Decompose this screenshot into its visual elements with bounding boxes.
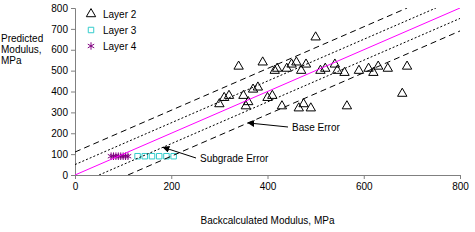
tick: 600 [356,175,373,192]
axis-line [76,176,461,180]
x-axis: 0 200 400 600 800 [73,175,470,192]
tick: 200 [163,175,180,192]
chart: 0 200 400 600 800 0 100 200 300 400 500 600 700 800 La… [0,0,475,232]
annotations: Base Error Subgrade Error [163,122,340,164]
tick: 400 [51,86,75,97]
tick-mark [71,29,75,30]
point [402,61,411,69]
chart-container: 0 200 400 600 800 0 100 200 300 400 500 600 700 800 La… [0,0,475,232]
data-area [75,8,460,175]
legend-label: Layer 2 [103,9,137,20]
tick-label: 0 [62,170,68,181]
tick: 0 [62,170,75,181]
point [253,82,262,90]
point [292,57,301,65]
point [342,101,351,109]
tick-mark [71,50,75,51]
tick-mark [268,175,269,179]
tick-mark [71,71,75,72]
reference-line [75,8,460,175]
tick-label: 100 [51,149,68,160]
point [268,90,277,98]
tick-label: 600 [356,181,373,192]
legend-marker [88,42,94,49]
tick: 400 [260,175,277,192]
tick-label: 400 [51,86,68,97]
annotation-arrow [163,147,196,158]
point [333,65,342,73]
tick: 100 [51,149,75,160]
tick-label: 500 [51,65,68,76]
reference-line [75,8,436,165]
point [234,61,243,69]
tick: 300 [51,107,75,118]
point [224,90,233,98]
point [142,153,147,158]
tick: 500 [51,65,75,76]
reference-line [99,18,460,175]
tick-mark [171,175,172,179]
annotation: Subgrade Error [200,153,269,164]
tick: 600 [51,44,75,55]
tick-mark [71,92,75,93]
tick: 800 [452,175,469,192]
legend-marker [86,9,95,17]
annotation: Base Error [292,122,340,133]
point [135,153,140,158]
tick-label: 200 [51,128,68,139]
tick-mark [364,175,365,179]
point [258,57,267,65]
tick-mark [71,112,75,113]
legend-marker [88,27,93,32]
annotation-arrow [248,123,288,127]
tick: 200 [51,128,75,139]
reference-line [75,8,407,152]
reference-line [128,31,460,175]
legend-label: Layer 4 [103,41,137,52]
point [340,67,349,75]
x-axis-title: Backcalculated Modulus, MPa [201,215,335,226]
point [398,88,407,96]
point [306,103,315,111]
tick: 800 [51,3,75,14]
point [149,153,154,158]
legend: Layer 2 Layer 3 Layer 4 [86,9,136,52]
tick-label: 800 [51,3,68,14]
point [239,90,248,98]
legend-label: Layer 3 [103,25,137,36]
point [299,99,308,107]
tick: 700 [51,24,75,35]
y-axis-title: PredictedModulus,MPa [1,33,43,66]
point [383,63,392,71]
tick-label: 300 [51,107,68,118]
labels: Backcalculated Modulus, MPa PredictedModu… [1,33,335,226]
tick-label: 600 [51,44,68,55]
plot: 0 200 400 600 800 0 100 200 300 400 500 600 700 800 La… [51,3,469,192]
point [321,63,330,71]
tick-label: 800 [452,181,469,192]
point [354,65,363,73]
tick-mark [71,154,75,155]
point [244,97,253,105]
tick-label: 200 [163,181,180,192]
tick-mark [71,8,75,9]
point [311,32,320,40]
tick-label: 700 [51,24,68,35]
tick-mark [71,175,75,176]
tick-mark [460,175,461,179]
tick-mark [71,133,75,134]
point [277,101,286,109]
tick: 0 [73,175,79,192]
y-axis: 0 100 200 300 400 500 600 700 800 [51,3,75,181]
axis-line [71,9,76,176]
point [156,153,161,158]
point [374,61,383,69]
tick-label: 0 [73,181,79,192]
tick-label: 400 [260,181,277,192]
